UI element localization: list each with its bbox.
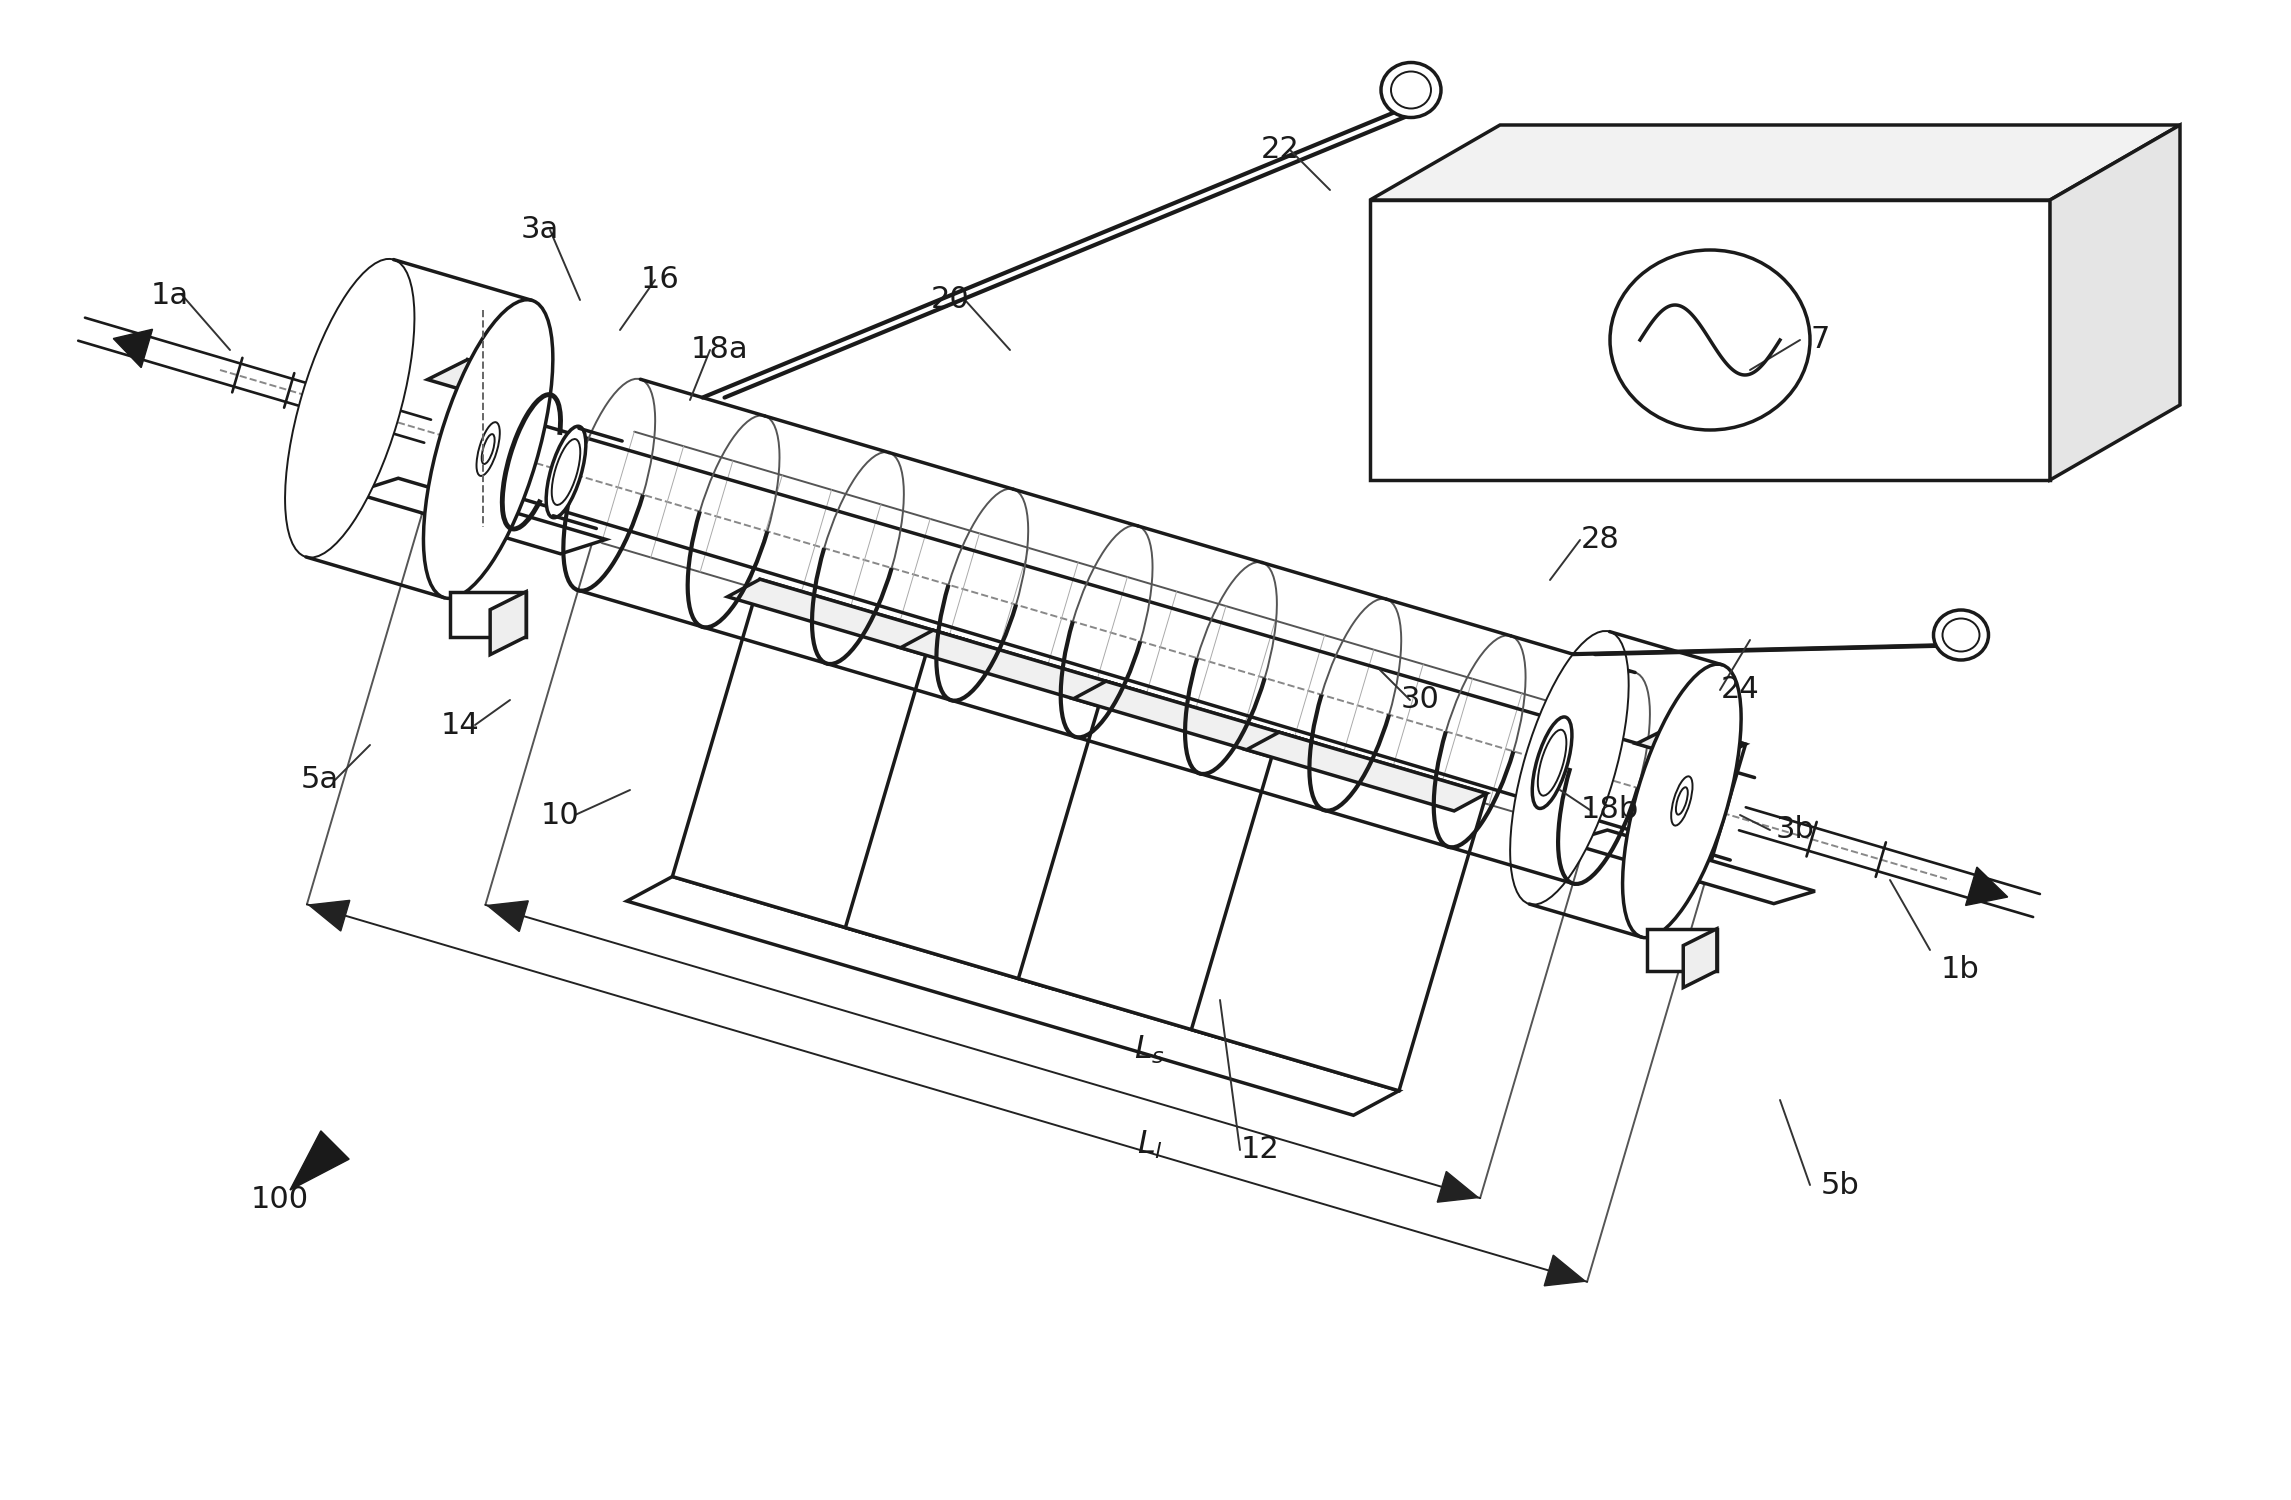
Text: 24: 24 <box>1721 675 1759 705</box>
Text: 30: 30 <box>1400 686 1439 714</box>
Polygon shape <box>1684 928 1716 987</box>
Ellipse shape <box>1391 72 1432 108</box>
Text: 100: 100 <box>252 1185 309 1215</box>
Text: 3a: 3a <box>520 216 559 244</box>
Text: 3b: 3b <box>1776 816 1814 844</box>
Ellipse shape <box>1934 610 1989 660</box>
Text: 7: 7 <box>1810 326 1831 354</box>
Polygon shape <box>900 630 1141 710</box>
Polygon shape <box>1370 124 2181 200</box>
Polygon shape <box>2050 124 2181 480</box>
Polygon shape <box>309 900 351 932</box>
Ellipse shape <box>1670 777 1693 825</box>
Ellipse shape <box>1677 788 1688 814</box>
Polygon shape <box>490 591 527 654</box>
Polygon shape <box>1567 830 1814 903</box>
Polygon shape <box>671 579 967 938</box>
Polygon shape <box>1370 200 2050 480</box>
Polygon shape <box>353 478 605 554</box>
Ellipse shape <box>1537 730 1567 795</box>
Polygon shape <box>1019 681 1313 1040</box>
Polygon shape <box>1191 732 1487 1090</box>
Text: 12: 12 <box>1242 1136 1278 1164</box>
Text: 22: 22 <box>1260 135 1299 165</box>
Ellipse shape <box>1943 618 1979 651</box>
Polygon shape <box>628 876 1400 1116</box>
Polygon shape <box>729 579 967 658</box>
Polygon shape <box>488 902 529 932</box>
Text: 18b: 18b <box>1581 795 1638 825</box>
Ellipse shape <box>481 433 495 464</box>
Ellipse shape <box>284 260 415 558</box>
Text: 10: 10 <box>541 801 580 830</box>
Polygon shape <box>1966 867 2007 906</box>
Text: 5b: 5b <box>1821 1170 1860 1200</box>
Polygon shape <box>422 360 536 534</box>
Text: 16: 16 <box>641 266 680 294</box>
Polygon shape <box>1636 724 1746 884</box>
Polygon shape <box>845 630 1141 988</box>
Polygon shape <box>291 1131 348 1190</box>
Ellipse shape <box>1533 717 1572 809</box>
Polygon shape <box>1636 724 1746 764</box>
Text: 20: 20 <box>930 285 969 315</box>
Ellipse shape <box>1622 664 1741 938</box>
Text: 14: 14 <box>440 711 479 740</box>
Ellipse shape <box>545 426 586 518</box>
Text: $L_s$: $L_s$ <box>1134 1034 1166 1066</box>
Text: 28: 28 <box>1581 525 1620 555</box>
Ellipse shape <box>1611 251 1810 430</box>
Polygon shape <box>1074 681 1313 760</box>
Polygon shape <box>1246 732 1487 812</box>
Ellipse shape <box>1381 63 1441 117</box>
Ellipse shape <box>424 300 552 598</box>
Polygon shape <box>1544 1256 1585 1286</box>
Text: 1a: 1a <box>151 280 190 309</box>
Ellipse shape <box>477 422 499 476</box>
Ellipse shape <box>1510 632 1629 904</box>
Polygon shape <box>428 360 536 401</box>
Text: 1b: 1b <box>1940 956 1979 984</box>
Text: 18a: 18a <box>692 336 749 364</box>
Text: 5a: 5a <box>300 765 339 795</box>
Ellipse shape <box>552 440 580 506</box>
Polygon shape <box>1647 928 1716 970</box>
Text: $L_l$: $L_l$ <box>1136 1130 1164 1161</box>
Polygon shape <box>449 591 527 636</box>
Polygon shape <box>1436 1172 1478 1202</box>
Polygon shape <box>112 330 153 368</box>
